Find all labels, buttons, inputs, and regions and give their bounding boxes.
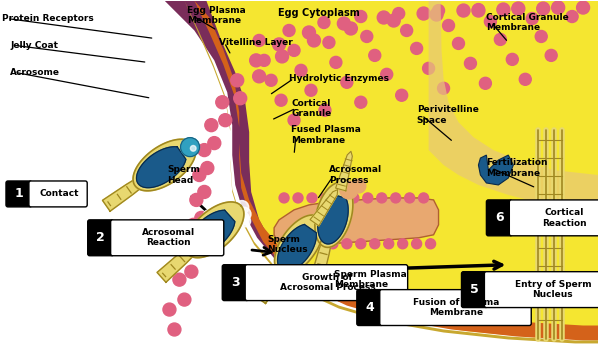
Circle shape — [381, 68, 393, 80]
Circle shape — [457, 4, 470, 17]
Circle shape — [202, 223, 210, 231]
FancyBboxPatch shape — [88, 220, 113, 256]
Circle shape — [356, 239, 366, 249]
Circle shape — [506, 54, 518, 65]
FancyBboxPatch shape — [110, 220, 224, 256]
Polygon shape — [164, 1, 598, 335]
Polygon shape — [311, 221, 334, 280]
Circle shape — [205, 119, 218, 132]
Circle shape — [387, 14, 400, 27]
Text: Contact: Contact — [40, 189, 79, 198]
Circle shape — [314, 239, 324, 249]
Circle shape — [497, 3, 510, 16]
Text: Sperm
Head: Sperm Head — [167, 165, 200, 185]
Circle shape — [355, 10, 367, 22]
Text: Sperm
Nucleus: Sperm Nucleus — [267, 235, 308, 254]
Circle shape — [437, 82, 449, 94]
Circle shape — [318, 16, 330, 28]
Polygon shape — [157, 233, 210, 282]
Circle shape — [321, 193, 331, 203]
Circle shape — [275, 50, 289, 63]
Text: Cortical Granule
Membrane: Cortical Granule Membrane — [487, 13, 569, 32]
Text: Vitelline Layer: Vitelline Layer — [219, 38, 293, 47]
Polygon shape — [185, 202, 244, 258]
Circle shape — [219, 114, 232, 127]
Polygon shape — [103, 168, 160, 211]
Circle shape — [410, 42, 422, 54]
Circle shape — [430, 8, 443, 21]
Circle shape — [363, 193, 373, 203]
Circle shape — [377, 11, 390, 24]
Circle shape — [178, 293, 191, 306]
Circle shape — [479, 77, 491, 89]
Circle shape — [494, 34, 506, 46]
Circle shape — [221, 211, 233, 223]
Circle shape — [537, 2, 550, 15]
Text: Acrosome: Acrosome — [10, 68, 60, 77]
Circle shape — [227, 226, 237, 236]
Polygon shape — [478, 155, 514, 185]
Circle shape — [198, 186, 211, 198]
Circle shape — [472, 4, 484, 15]
Circle shape — [288, 44, 300, 56]
Circle shape — [190, 146, 196, 151]
Circle shape — [401, 25, 413, 36]
Circle shape — [355, 96, 367, 108]
Circle shape — [369, 49, 381, 61]
Circle shape — [330, 56, 342, 68]
Circle shape — [198, 144, 211, 156]
Polygon shape — [133, 139, 196, 191]
Circle shape — [293, 193, 303, 203]
Circle shape — [208, 136, 221, 149]
Circle shape — [341, 76, 353, 88]
Circle shape — [391, 193, 401, 203]
Circle shape — [210, 204, 224, 218]
Polygon shape — [206, 1, 598, 341]
Polygon shape — [194, 1, 598, 341]
FancyBboxPatch shape — [357, 289, 383, 326]
Text: 4: 4 — [365, 301, 374, 314]
Circle shape — [472, 4, 485, 17]
Circle shape — [195, 211, 208, 224]
Text: Protein Receptors: Protein Receptors — [2, 14, 94, 23]
Polygon shape — [318, 195, 348, 244]
Circle shape — [577, 1, 590, 14]
Circle shape — [173, 273, 186, 286]
Circle shape — [551, 1, 565, 14]
Polygon shape — [275, 215, 323, 274]
Circle shape — [512, 2, 524, 15]
Circle shape — [545, 49, 557, 61]
Circle shape — [452, 37, 464, 49]
Circle shape — [218, 206, 232, 219]
Circle shape — [231, 74, 244, 87]
Circle shape — [384, 239, 394, 249]
Text: Sperm Plasma
Membrane: Sperm Plasma Membrane — [334, 270, 407, 289]
FancyBboxPatch shape — [6, 181, 32, 207]
Circle shape — [361, 30, 373, 42]
Circle shape — [417, 7, 430, 20]
Polygon shape — [310, 190, 338, 226]
Circle shape — [239, 215, 251, 227]
Circle shape — [181, 138, 200, 156]
FancyBboxPatch shape — [29, 181, 87, 207]
Text: Entry of Sperm
Nucleus: Entry of Sperm Nucleus — [515, 280, 591, 299]
Text: Growth of
Acrosomal Process: Growth of Acrosomal Process — [280, 273, 375, 292]
Circle shape — [519, 74, 531, 85]
Circle shape — [319, 104, 331, 116]
Circle shape — [236, 212, 250, 225]
Circle shape — [443, 20, 455, 32]
Circle shape — [484, 15, 496, 28]
Circle shape — [352, 179, 366, 193]
Circle shape — [235, 201, 249, 214]
Circle shape — [404, 193, 415, 203]
Circle shape — [258, 54, 270, 66]
Circle shape — [286, 239, 296, 249]
Circle shape — [422, 62, 434, 74]
Circle shape — [335, 193, 345, 203]
Circle shape — [302, 26, 316, 39]
Circle shape — [295, 64, 307, 76]
Circle shape — [168, 323, 181, 336]
Circle shape — [526, 13, 538, 25]
